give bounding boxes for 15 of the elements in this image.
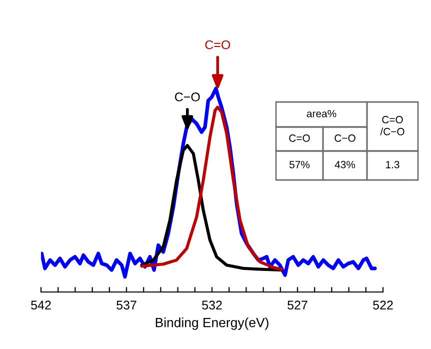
annotation: C−O	[174, 92, 200, 102]
x-tick-label: 542	[31, 300, 51, 310]
annotation: 57%	[289, 160, 310, 168]
annotation: 43%	[334, 160, 356, 168]
x-axis-title: Binding Energy(eV)	[156, 318, 268, 330]
x-tick-label: 537	[116, 300, 136, 310]
annotation: area%	[306, 110, 336, 118]
text: C=O	[205, 40, 230, 50]
annotation: C=O	[289, 134, 310, 142]
annotation: C−O	[334, 134, 356, 142]
annotation: C=O /C−O	[380, 116, 404, 136]
x-tick-label: 532	[202, 300, 222, 310]
x-tick-label: 527	[288, 300, 308, 310]
x-tick-label: 522	[373, 300, 393, 310]
text: 1.3	[386, 160, 400, 168]
